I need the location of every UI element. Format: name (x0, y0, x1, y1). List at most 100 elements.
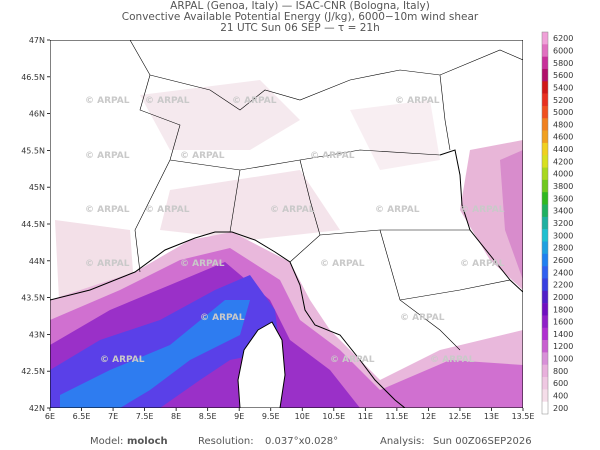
lon-label: 6.5E (73, 412, 91, 421)
colorbar-label: 5000 (553, 108, 573, 117)
lon-label: 9E (234, 412, 244, 421)
colorbar-swatch (542, 167, 548, 181)
colorbar-frame (541, 31, 549, 415)
colorbar-label: 1600 (553, 318, 573, 327)
title-line: 21 UTC Sun 06 SEP — τ = 21h (220, 22, 379, 34)
watermark: © ARPAL (232, 96, 277, 106)
lon-label: 13.5E (512, 412, 535, 421)
footer-label: Resolution: (198, 436, 254, 447)
lat-label: 44.5N (21, 220, 45, 229)
lon-label: 13E (484, 412, 499, 421)
colorbar-label: 600 (553, 379, 568, 388)
lat-label: 47N (29, 36, 45, 45)
watermark: © ARPAL (375, 205, 420, 215)
title-line: Convective Available Potential Energy (J… (122, 11, 479, 23)
watermark: © ARPAL (200, 313, 245, 323)
lon-label: 9.5E (262, 412, 280, 421)
colorbar-swatch (542, 68, 548, 82)
colorbar-label: 3400 (553, 207, 573, 216)
lon-label: 6E (45, 412, 55, 421)
colorbar-swatch (542, 364, 548, 378)
colorbar-label: 6200 (553, 34, 573, 43)
watermark: © ARPAL (310, 151, 355, 161)
watermark: © ARPAL (270, 205, 315, 215)
colorbar-swatch (542, 290, 548, 304)
watermark: © ARPAL (400, 313, 445, 323)
watermark: © ARPAL (320, 259, 365, 269)
colorbar-label: 1800 (553, 305, 573, 314)
colorbar-swatch (542, 389, 548, 402)
colorbar-swatch (542, 56, 548, 70)
colorbar-swatch (542, 241, 548, 255)
lon-label: 10.5E (322, 412, 345, 421)
colorbar-swatch (542, 204, 548, 218)
lon-label: 7E (108, 412, 118, 421)
colorbar-label: 2800 (553, 244, 573, 253)
colorbar-label: 400 (553, 392, 568, 401)
colorbar-label: 5800 (553, 59, 573, 68)
lat-label: 46N (29, 110, 45, 119)
footer-value: 0.037°x0.028° (265, 436, 338, 447)
colorbar-label: 4000 (553, 170, 573, 179)
colorbar-label: 4200 (553, 157, 573, 166)
map (50, 40, 523, 408)
colorbar-label: 4400 (553, 145, 573, 154)
colorbar-swatch (542, 253, 548, 267)
watermark: © ARPAL (430, 355, 475, 365)
colorbar-label: 1000 (553, 355, 573, 364)
colorbar-label: 2400 (553, 268, 573, 277)
footer-value: moloch (127, 436, 168, 447)
colorbar-label: 3800 (553, 182, 573, 191)
colorbar-swatch (542, 340, 548, 353)
footer-label: Analysis: (380, 436, 425, 447)
lat-label: 45N (29, 183, 45, 192)
colorbar-swatch (542, 401, 548, 415)
watermark: © ARPAL (85, 96, 130, 106)
colorbar-swatch (542, 352, 548, 366)
colorbar-label: 2000 (553, 293, 573, 302)
colorbar-label: 3000 (553, 231, 573, 240)
watermark: © ARPAL (460, 259, 505, 269)
colorbar-label: 3600 (553, 194, 573, 203)
colorbar-swatch (542, 32, 548, 45)
lon-label: 8E (171, 412, 181, 421)
lat-label: 42N (29, 404, 45, 413)
colorbar-label: 4800 (553, 120, 573, 129)
colorbar-swatch (542, 93, 548, 107)
colorbar-label: 3200 (553, 219, 573, 228)
footer-label: Model: (90, 436, 123, 447)
colorbar-swatch (542, 81, 548, 94)
watermark: © ARPAL (460, 205, 505, 215)
watermark: © ARPAL (85, 151, 130, 161)
colorbar-label: 1400 (553, 330, 573, 339)
lat-label: 44N (29, 257, 45, 266)
colorbar-swatch (542, 130, 548, 144)
lon-label: 8.5E (199, 412, 217, 421)
colorbar-label: 800 (553, 367, 568, 376)
lon-label: 7.5E (136, 412, 154, 421)
colorbar-label: 2200 (553, 281, 573, 290)
watermark: © ARPAL (145, 96, 190, 106)
lat-label: 45.5N (21, 146, 45, 155)
colorbar-swatch (542, 105, 548, 119)
colorbar-label: 5600 (553, 71, 573, 80)
colorbar-swatch (542, 118, 548, 131)
lon-label: 11.5E (385, 412, 408, 421)
colorbar-label: 6000 (553, 46, 573, 55)
lon-label: 11E (358, 412, 373, 421)
colorbar-label: 2600 (553, 256, 573, 265)
watermark: © ARPAL (395, 96, 440, 106)
colorbar-swatch (542, 278, 548, 292)
colorbar-swatch (542, 266, 548, 279)
colorbar-swatch (542, 44, 548, 57)
colorbar-swatch (542, 327, 548, 341)
lat-label: 43N (29, 330, 45, 339)
colorbar-swatch (542, 229, 548, 242)
lon-label: 12.5E (448, 412, 471, 421)
watermark: © ARPAL (180, 151, 225, 161)
colorbar-swatch (542, 192, 548, 205)
lat-label: 42.5N (21, 367, 45, 376)
watermark: © ARPAL (85, 259, 130, 269)
lon-label: 10E (295, 412, 310, 421)
